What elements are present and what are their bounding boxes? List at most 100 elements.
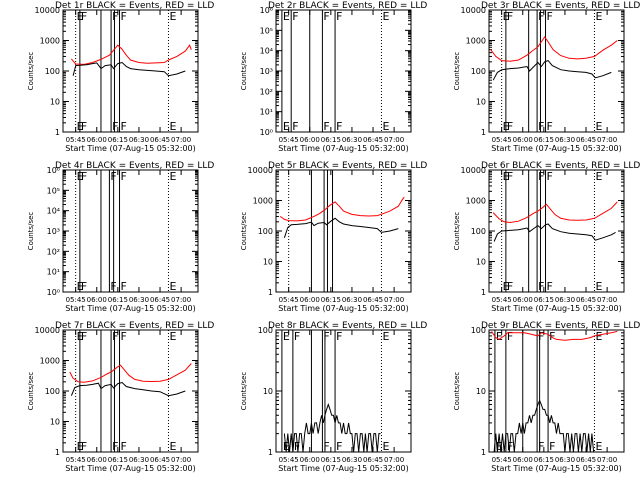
y-tick-label: 10¹: [47, 268, 60, 277]
x-tick-label: 06:30: [342, 456, 362, 464]
events-series-line: [493, 223, 616, 242]
x-axis-label: Start Time (07-Aug-15 05:32:00): [491, 304, 622, 313]
event-marker-label-bottom: F: [112, 440, 118, 453]
event-marker-label-top: F: [81, 330, 87, 343]
y-tick-label: 10000: [35, 326, 60, 335]
y-tick-label: 10000: [248, 166, 273, 175]
event-marker-label-bottom: E: [595, 440, 602, 453]
x-tick-label: 06:15: [321, 456, 341, 464]
event-marker-label-bottom: F: [121, 120, 127, 133]
y-tick-label: 10: [476, 98, 486, 107]
events-series-line: [492, 60, 612, 81]
y-tick-label: 10⁵: [47, 186, 60, 195]
y-tick-label: 1000: [253, 197, 273, 206]
det-panel-4: Det 4r BLACK = Events, RED = LLD 10⁰ 10¹ 10…: [27, 161, 214, 313]
y-tick-label: 10000: [461, 6, 486, 15]
panel-title: Det 5r BLACK = Events, RED = LLD: [268, 161, 427, 171]
y-tick-label: 100: [471, 326, 486, 335]
y-tick-label: 100: [258, 326, 273, 335]
y-tick-label: 1: [481, 128, 486, 137]
y-tick-label: 100: [45, 387, 60, 396]
lld-series-line: [71, 44, 192, 65]
x-tick-label: 06:45: [150, 136, 170, 144]
x-tick-label: 07:00: [171, 136, 191, 144]
y-axis-label: Counts/sec: [27, 212, 35, 251]
event-marker-label-bottom: F: [121, 280, 127, 293]
x-tick-label: 06:45: [576, 456, 596, 464]
plot-frame: [62, 169, 199, 293]
event-marker-label-bottom: F: [81, 120, 87, 133]
y-axis-label: Counts/sec: [27, 52, 35, 91]
event-marker-label-bottom: F: [112, 120, 118, 133]
plot-frame: [62, 329, 199, 453]
y-tick-label: 10: [50, 418, 60, 427]
event-marker-label-bottom: F: [121, 440, 127, 453]
panel-title: Det 9r BLACK = Events, RED = LLD: [481, 321, 640, 331]
event-marker-label-bottom: E: [382, 120, 389, 133]
events-series-line: [283, 402, 381, 453]
plot-frame: [488, 169, 625, 293]
y-tick-label: 1000: [466, 37, 486, 46]
event-marker-label-bottom: E: [169, 440, 176, 453]
y-tick-label: 10: [476, 387, 486, 396]
event-marker-label-top: F: [323, 330, 329, 343]
event-marker-label-top: F: [81, 170, 87, 183]
y-tick-label: 10⁰: [47, 288, 60, 297]
x-tick-label: 06:15: [534, 296, 554, 304]
event-marker-label-bottom: F: [292, 120, 298, 133]
x-axis-label: Start Time (07-Aug-15 05:32:00): [491, 144, 622, 153]
x-tick-label: 06:30: [555, 296, 575, 304]
x-tick-label: 05:45: [279, 136, 299, 144]
event-marker-label-top: E: [169, 170, 176, 183]
events-series-line: [70, 381, 186, 397]
event-marker-label-top: E: [382, 330, 389, 343]
event-marker-label-top: E: [595, 330, 602, 343]
event-marker-label-bottom: F: [336, 440, 342, 453]
event-marker-label-top: F: [538, 10, 544, 23]
event-marker-label-top: E: [169, 10, 176, 23]
event-marker-label-top: F: [507, 170, 513, 183]
event-marker-label-top: F: [336, 10, 342, 23]
y-tick-label: 10: [50, 98, 60, 107]
y-tick-label: 1000: [40, 37, 60, 46]
x-axis-label: Start Time (07-Aug-15 05:32:00): [65, 304, 196, 313]
event-marker-label-bottom: F: [538, 440, 544, 453]
event-marker-label-top: F: [121, 10, 127, 23]
x-tick-label: 06:00: [87, 136, 107, 144]
event-marker-label-top: F: [507, 10, 513, 23]
y-tick-label: 10: [263, 258, 273, 267]
event-marker-label-bottom: F: [538, 120, 544, 133]
event-marker-label-top: E: [496, 330, 503, 343]
x-tick-label: 06:00: [87, 296, 107, 304]
lld-series-line: [279, 196, 405, 222]
y-tick-label: 100: [471, 227, 486, 236]
x-tick-label: 05:45: [279, 296, 299, 304]
x-tick-label: 06:00: [300, 456, 320, 464]
det-panel-5: Det 5r BLACK = Events, RED = LLD 1 10 100 10…: [240, 161, 427, 313]
y-tick-label: 1: [55, 448, 60, 457]
y-tick-label: 100: [45, 67, 60, 76]
x-tick-label: 06:45: [576, 136, 596, 144]
x-tick-label: 07:00: [384, 456, 404, 464]
event-marker-label-bottom: E: [595, 120, 602, 133]
y-tick-label: 10³: [260, 67, 273, 76]
x-tick-label: 06:30: [555, 136, 575, 144]
x-tick-label: 05:45: [279, 456, 299, 464]
y-tick-label: 10⁵: [260, 26, 273, 35]
event-marker-label-bottom: F: [336, 120, 342, 133]
event-marker-label-bottom: F: [323, 120, 329, 133]
x-axis-label: Start Time (07-Aug-15 05:32:00): [65, 144, 196, 153]
event-marker-label-bottom: F: [547, 120, 553, 133]
y-tick-label: 10: [476, 258, 486, 267]
panel-title: Det 3r BLACK = Events, RED = LLD: [481, 1, 640, 11]
event-marker-label-top: F: [292, 10, 298, 23]
x-tick-label: 06:30: [129, 296, 149, 304]
event-marker-label-bottom: E: [595, 280, 602, 293]
y-tick-label: 10¹: [260, 108, 273, 117]
x-tick-label: 05:45: [66, 136, 86, 144]
det-panel-1: Det 1r BLACK = Events, RED = LLD 1 10 100 10…: [27, 1, 214, 153]
x-tick-label: 06:15: [534, 456, 554, 464]
y-axis-label: Counts/sec: [27, 372, 35, 411]
x-tick-label: 06:00: [87, 456, 107, 464]
panel-title: Det 7r BLACK = Events, RED = LLD: [55, 321, 214, 331]
